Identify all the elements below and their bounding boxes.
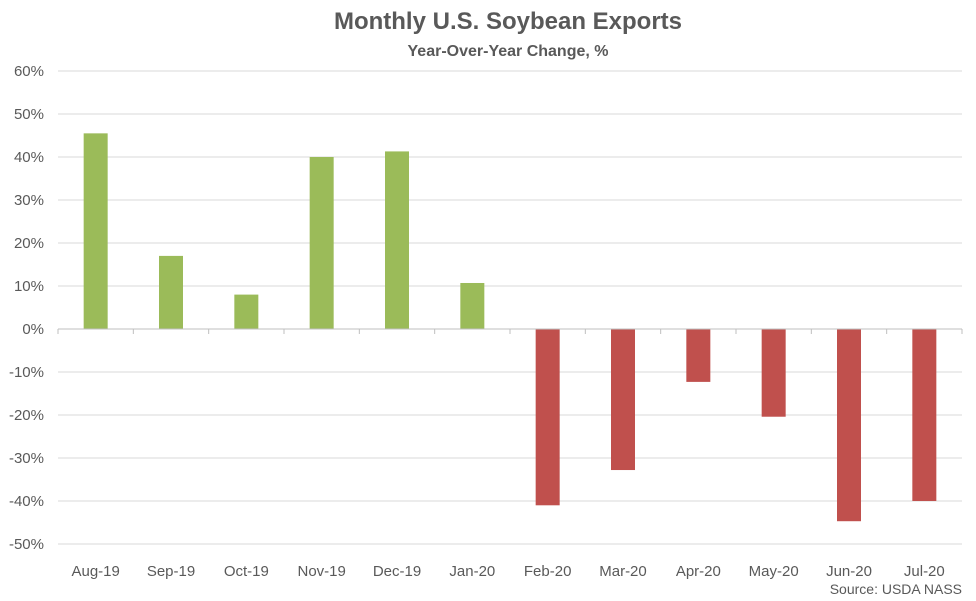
x-tick-label: Jul-20 [904,563,945,580]
x-tick-label: Sep-19 [147,563,195,580]
tick-labels: 60% 50% 40% 30% 20% 10% 0% -10% -20% -30% -40% -50%… [9,63,945,580]
bar-sep-19 [159,255,183,329]
bar-jun-20 [837,329,861,522]
y-tick-label: -20% [9,407,44,424]
y-tick-label: -50% [9,536,44,553]
source-note: Source: USDA NASS [829,581,962,597]
chart-subtitle: Year-Over-Year Change, % [407,43,609,60]
y-tick-label: 50% [14,106,44,123]
chart-title: Monthly U.S. Soybean Exports [333,8,683,35]
y-tick-label: 60% [14,63,44,80]
bar-mar-20 [611,329,635,471]
bar-oct-19 [234,294,259,329]
x-tick-label: Jan-20 [449,563,495,580]
bar-nov-19 [309,157,334,329]
y-tick-label: 10% [14,278,44,295]
x-tick-label: Nov-19 [297,563,345,580]
bar-feb-20 [535,329,560,506]
y-tick-label: 20% [14,235,44,252]
bars [83,133,937,522]
x-tick-label: Mar-20 [599,563,647,580]
y-tick-label: -40% [9,493,44,510]
x-tick-label: Aug-19 [71,563,119,580]
bar-apr-20 [686,329,711,382]
y-tick-label: 40% [14,149,44,166]
x-tick-label: Dec-19 [373,563,421,580]
y-tick-label: 0% [22,321,44,338]
bar-may-20 [761,329,786,417]
y-tick-label: -30% [9,450,44,467]
axes [57,328,963,334]
x-tick-label: May-20 [749,563,799,580]
bar-aug-19 [83,133,108,329]
bar-dec-19 [385,151,409,329]
x-tick-label: Apr-20 [676,563,721,580]
x-tick-label: Feb-20 [524,563,572,580]
bar-jul-20 [912,329,937,501]
bar-jan-20 [460,282,485,329]
x-tick-label: Jun-20 [826,563,872,580]
y-tick-label: 30% [14,192,44,209]
y-tick-label: -10% [9,364,44,381]
x-tick-label: Oct-19 [224,563,269,580]
gridlines [58,70,962,545]
